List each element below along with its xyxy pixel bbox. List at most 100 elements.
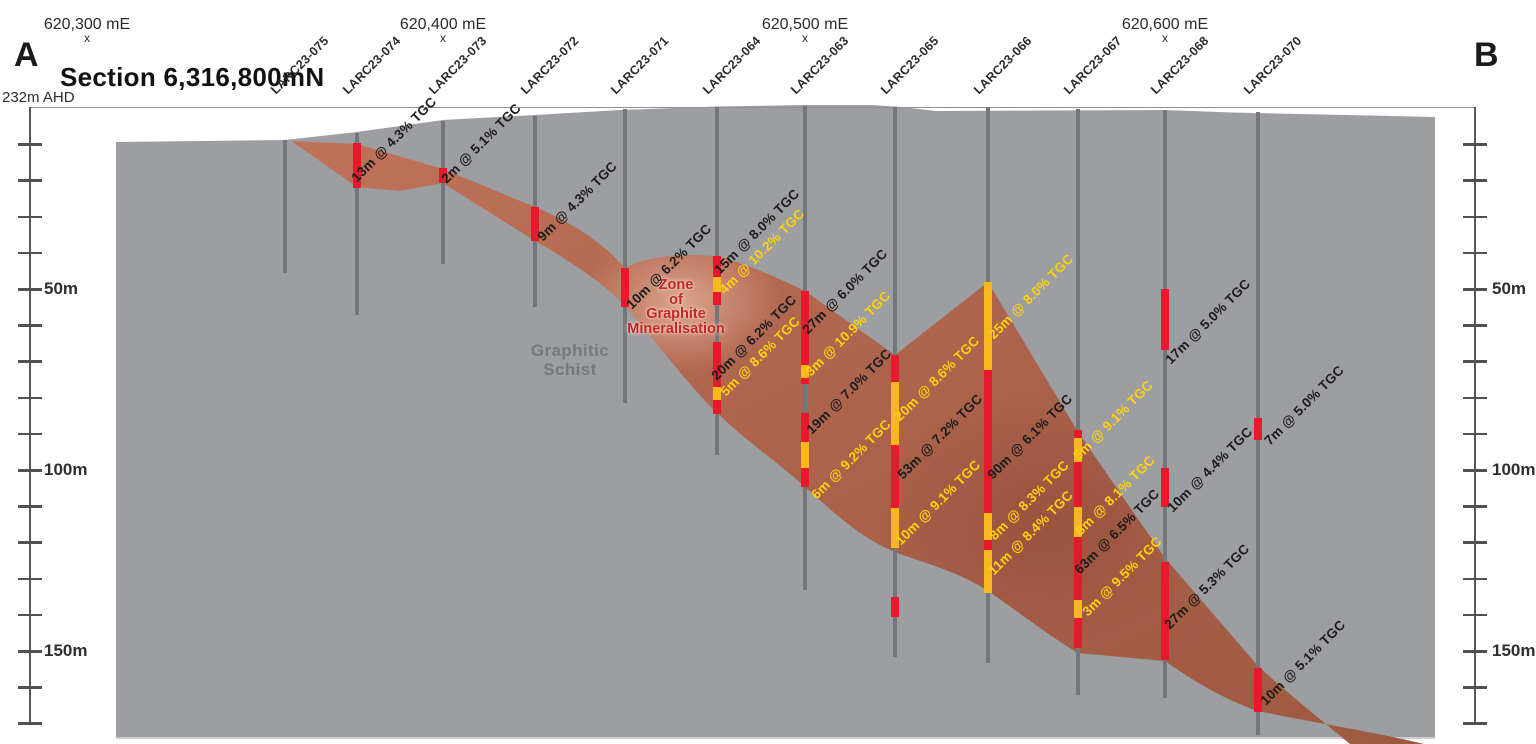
intercept-bar-red <box>1161 468 1169 507</box>
intercept-bar-yellow <box>984 282 992 370</box>
easting-x-mark: x <box>1162 31 1168 45</box>
intercept-bar-red <box>353 143 361 188</box>
zone-label-line: of <box>669 291 683 308</box>
datum-label: 232m AHD <box>2 89 75 106</box>
intercept-bar-red <box>1074 537 1082 600</box>
intercept-bar-red <box>1074 430 1082 438</box>
intercept-bar-red <box>1074 618 1082 648</box>
intercept-bar-red <box>621 268 629 307</box>
intercept-bar-yellow <box>984 513 992 540</box>
depth-tick <box>1463 324 1487 327</box>
left-depth-axis <box>28 107 32 723</box>
depth-tick <box>1463 613 1487 617</box>
depth-tick <box>18 722 42 725</box>
depth-tick <box>1463 360 1487 363</box>
easting-x-mark: x <box>84 31 90 45</box>
easting-x-mark: x <box>440 31 446 45</box>
intercept-bar-red <box>1254 418 1262 440</box>
intercept-bar-red <box>891 445 899 508</box>
intercept-bar-yellow <box>1074 438 1082 462</box>
depth-tick <box>18 396 42 400</box>
depth-tick <box>18 251 42 255</box>
intercept-bar-red <box>1161 289 1169 350</box>
depth-label-left: 50m <box>44 279 79 298</box>
depth-tick <box>18 215 42 219</box>
intercept-bar-red <box>531 207 539 241</box>
depth-tick <box>1463 396 1487 400</box>
depth-tick <box>1463 179 1487 182</box>
easting-label: 620,300 mE <box>43 16 131 33</box>
intercept-bar-red <box>801 468 809 487</box>
easting-label: 620,500 mE <box>761 16 849 33</box>
depth-tick <box>18 686 42 689</box>
intercept-bar-red <box>891 355 899 382</box>
section-end-b: B <box>1474 36 1499 74</box>
depth-label-right: 150m <box>1492 641 1536 660</box>
intercept-bar-red <box>439 168 447 183</box>
intercept-bar-yellow <box>984 550 992 593</box>
intercept-bar-yellow <box>891 382 899 445</box>
depth-tick <box>1463 686 1487 689</box>
intercept-bar-red <box>1161 562 1169 660</box>
intercept-bar-red <box>984 540 992 550</box>
depth-tick <box>1463 215 1487 219</box>
drillhole-trace-LARC23-075 <box>283 140 287 273</box>
intercept-bar-yellow <box>1074 600 1082 618</box>
depth-tick <box>1463 469 1487 472</box>
depth-tick <box>18 650 42 653</box>
depth-tick <box>1463 288 1487 291</box>
zone-of-mineralisation-label: Zone of Graphite Mineralisation <box>596 278 756 336</box>
depth-label-left: 100m <box>44 460 88 479</box>
depth-label-right: 50m <box>1492 279 1527 298</box>
depth-label-right: 100m <box>1492 460 1536 479</box>
intercept-bar-red <box>1074 462 1082 507</box>
depth-tick <box>1463 541 1487 544</box>
easting-x-mark: x <box>802 31 808 45</box>
graphitic-schist-label: Graphitic Schist <box>490 341 650 379</box>
depth-tick <box>18 324 42 327</box>
depth-tick <box>18 288 42 291</box>
drillhole-trace-LARC23-071 <box>623 109 627 403</box>
intercept-bar-red <box>713 292 721 305</box>
depth-tick <box>18 179 42 182</box>
intercept-bar-yellow <box>801 365 809 378</box>
intercept-bar-yellow <box>1074 507 1082 537</box>
drillhole-trace-LARC23-074 <box>355 133 359 315</box>
section-title: Section 6,316,800mN <box>60 62 325 92</box>
intercept-bar-red <box>713 400 721 414</box>
depth-tick <box>18 360 42 363</box>
easting-marker: 620,500 mE x <box>725 16 885 45</box>
easting-marker: 620,600 mE x <box>1085 16 1245 45</box>
intercept-bar-red <box>801 291 809 365</box>
zone-label-line: Mineralisation <box>627 320 725 337</box>
intercept-bar-red <box>801 378 809 384</box>
depth-tick <box>1463 722 1487 725</box>
depth-tick <box>1463 143 1487 146</box>
depth-tick <box>1463 432 1487 436</box>
intercept-bar-red <box>801 413 809 442</box>
intercept-bar-yellow <box>801 442 809 468</box>
depth-label-left: 150m <box>44 641 88 660</box>
depth-tick <box>1463 251 1487 255</box>
intercept-bar-red <box>713 256 721 277</box>
plot-top-border <box>30 106 1475 108</box>
depth-tick <box>18 469 42 472</box>
easting-marker: 620,400 mE x <box>363 16 523 45</box>
intercept-bar-yellow <box>713 277 721 292</box>
drillhole-trace-LARC23-067 <box>1076 109 1080 695</box>
intercept-bar-red <box>984 370 992 513</box>
depth-tick <box>18 577 42 581</box>
schist-label-line: Graphitic <box>530 341 610 360</box>
depth-tick <box>1463 650 1487 653</box>
section-end-a: A <box>14 36 39 74</box>
depth-tick <box>18 505 42 508</box>
intercept-bar-red <box>1254 668 1262 712</box>
easting-marker: 620,300 mE x <box>7 16 167 45</box>
zone-label-line: Graphite <box>646 306 706 322</box>
depth-tick <box>18 541 42 544</box>
zone-label-line: Zone <box>658 277 694 293</box>
drillhole-trace-LARC23-073 <box>441 121 445 264</box>
schist-label-line: Schist <box>543 360 597 379</box>
